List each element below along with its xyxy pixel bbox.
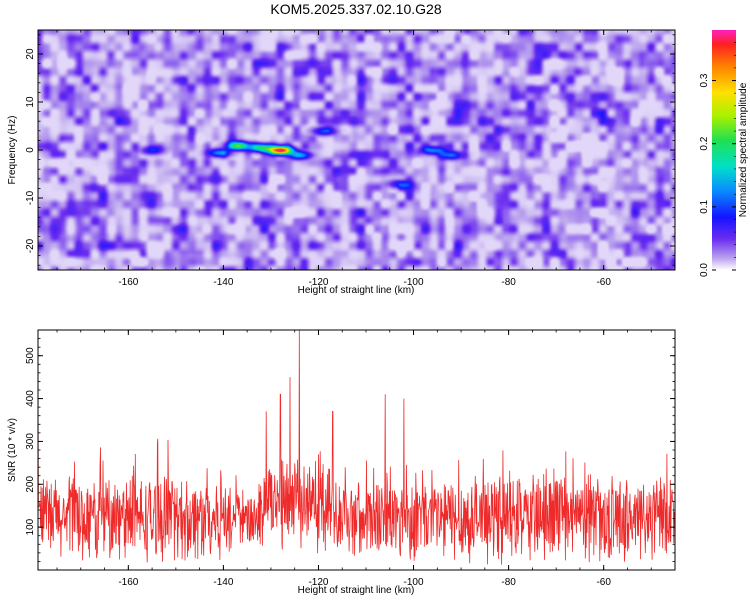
snr-ytick-label: 400 xyxy=(25,390,36,407)
heatmap-ylabel: Frequency (Hz) xyxy=(7,116,18,185)
snr-xtick-label: -100 xyxy=(404,577,424,588)
colorbar-ticks: 0.0 0.1 0.2 0.3 xyxy=(699,42,736,277)
heatmap-xtick-label: -120 xyxy=(308,277,328,288)
colorbar-tick-label: 0.3 xyxy=(699,73,710,87)
colorbar-tick-label: 0.1 xyxy=(699,199,710,213)
snr-ytick-label: 200 xyxy=(25,476,36,493)
snr-xtick-label: -60 xyxy=(596,577,611,588)
colorbar-gradient xyxy=(712,30,736,270)
heatmap-ytick-label: 10 xyxy=(25,96,36,108)
snr-ticks: -160 -140 -120 -100 -80 -60 100 200 300 400 500 xyxy=(25,329,676,588)
heatmap-ytick-label: 20 xyxy=(25,48,36,60)
snr-panel: -160 -140 -120 -100 -80 -60 100 200 300 400 500 He… xyxy=(7,329,676,596)
snr-ytick-label: 300 xyxy=(25,433,36,450)
heatmap-xtick-label: -160 xyxy=(118,277,138,288)
heatmap-xlabel: Height of straight line (km) xyxy=(298,285,415,296)
snr-ylabel: SNR (10 * v/v) xyxy=(7,418,18,482)
snr-xtick-label: -80 xyxy=(501,577,516,588)
colorbar: 0.0 0.1 0.2 0.3 Normalized spectral amplitu… xyxy=(699,30,749,277)
heatmap-frame xyxy=(37,29,676,271)
colorbar-label: Normalized spectral amplitude xyxy=(738,82,749,217)
heatmap-image xyxy=(38,30,675,270)
snr-ytick-label: 100 xyxy=(25,518,36,535)
snr-ytick-label: 500 xyxy=(25,347,36,364)
colorbar-tick-label: 0.0 xyxy=(699,263,710,277)
snr-frame xyxy=(37,329,676,571)
heatmap-ytick-label: -20 xyxy=(25,238,36,253)
figure-title: KOM5.2025.337.02.10.G28 xyxy=(270,1,441,17)
colorbar-tick-label: 0.2 xyxy=(699,136,710,150)
snr-xtick-label: -120 xyxy=(308,577,328,588)
snr-series-line xyxy=(38,330,675,565)
snr-xtick-label: -140 xyxy=(213,577,233,588)
heatmap-xtick-label: -80 xyxy=(501,277,516,288)
heatmap-xtick-label: -100 xyxy=(404,277,424,288)
heatmap-ytick-label: 0 xyxy=(25,147,36,153)
heatmap-ytick-label: -10 xyxy=(25,190,36,205)
heatmap-xtick-label: -140 xyxy=(213,277,233,288)
snr-xtick-label: -160 xyxy=(118,577,138,588)
heatmap-xtick-label: -60 xyxy=(596,277,611,288)
snr-xlabel: Height of straight line (km) xyxy=(298,585,415,596)
